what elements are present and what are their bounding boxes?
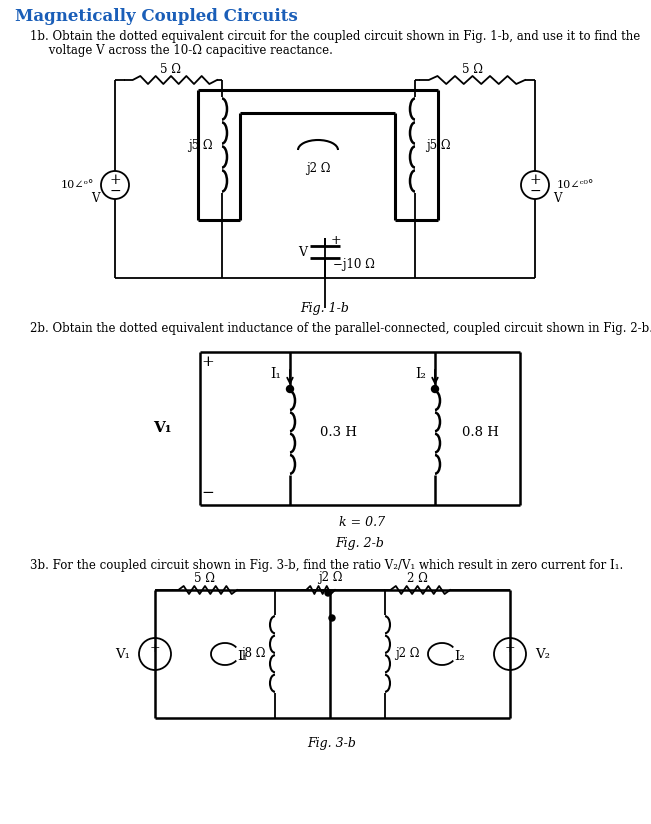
Text: Fig. 2-b: Fig. 2-b [335, 536, 385, 550]
Circle shape [329, 615, 335, 621]
Text: 10∠ᶜ⁰°: 10∠ᶜ⁰° [557, 180, 594, 190]
Text: k = 0.7: k = 0.7 [339, 517, 385, 530]
Text: −: − [529, 184, 541, 198]
Text: Magnetically Coupled Circuits: Magnetically Coupled Circuits [15, 7, 298, 25]
Text: 5 Ω: 5 Ω [462, 63, 483, 76]
Text: j5 Ω: j5 Ω [426, 138, 450, 152]
Text: 0.3 H: 0.3 H [320, 425, 357, 438]
Text: −: − [109, 184, 121, 198]
Text: V₁: V₁ [154, 421, 172, 435]
Text: −j10 Ω: −j10 Ω [333, 258, 375, 270]
Text: j2 Ω: j2 Ω [395, 648, 419, 661]
Text: +: + [202, 355, 214, 369]
Circle shape [286, 386, 294, 392]
Text: 5 Ω: 5 Ω [195, 572, 215, 584]
Text: I₁: I₁ [271, 367, 281, 381]
Circle shape [432, 386, 439, 392]
Text: V₁: V₁ [115, 648, 130, 661]
Text: j2 Ω: j2 Ω [318, 572, 342, 584]
Text: V: V [553, 191, 561, 204]
Text: j8 Ω: j8 Ω [241, 648, 265, 661]
Text: +: + [150, 643, 160, 656]
Text: +: + [529, 173, 541, 187]
Text: 3b. For the coupled circuit shown in Fig. 3-b, find the ratio V₂/V₁ which result: 3b. For the coupled circuit shown in Fig… [30, 559, 623, 572]
Circle shape [325, 590, 331, 596]
Text: Fig. 1-b: Fig. 1-b [301, 302, 350, 315]
Text: j5 Ω: j5 Ω [187, 138, 212, 152]
Text: 2b. Obtain the dotted equivalent inductance of the parallel-connected, coupled c: 2b. Obtain the dotted equivalent inducta… [30, 321, 651, 335]
Text: V: V [298, 246, 307, 259]
Text: 10∠ᵒ°: 10∠ᵒ° [61, 180, 94, 190]
Text: 2 Ω: 2 Ω [407, 572, 428, 584]
Text: −: − [202, 486, 214, 500]
Text: I₁: I₁ [237, 649, 247, 662]
Text: +: + [505, 643, 516, 656]
Text: V₂: V₂ [535, 648, 550, 661]
Text: j2 Ω: j2 Ω [306, 162, 330, 175]
Text: 5 Ω: 5 Ω [161, 63, 182, 76]
Text: 0.8 H: 0.8 H [462, 425, 499, 438]
Text: I₂: I₂ [415, 367, 426, 381]
Text: V: V [90, 191, 99, 204]
Text: +: + [331, 233, 342, 246]
Text: Fig. 3-b: Fig. 3-b [307, 737, 357, 750]
Text: I₂: I₂ [454, 649, 465, 662]
Text: +: + [109, 173, 121, 187]
Text: voltage V across the 10-Ω capacitive reactance.: voltage V across the 10-Ω capacitive rea… [30, 44, 333, 57]
Text: 1b. Obtain the dotted equivalent circuit for the coupled circuit shown in Fig. 1: 1b. Obtain the dotted equivalent circuit… [30, 30, 640, 43]
